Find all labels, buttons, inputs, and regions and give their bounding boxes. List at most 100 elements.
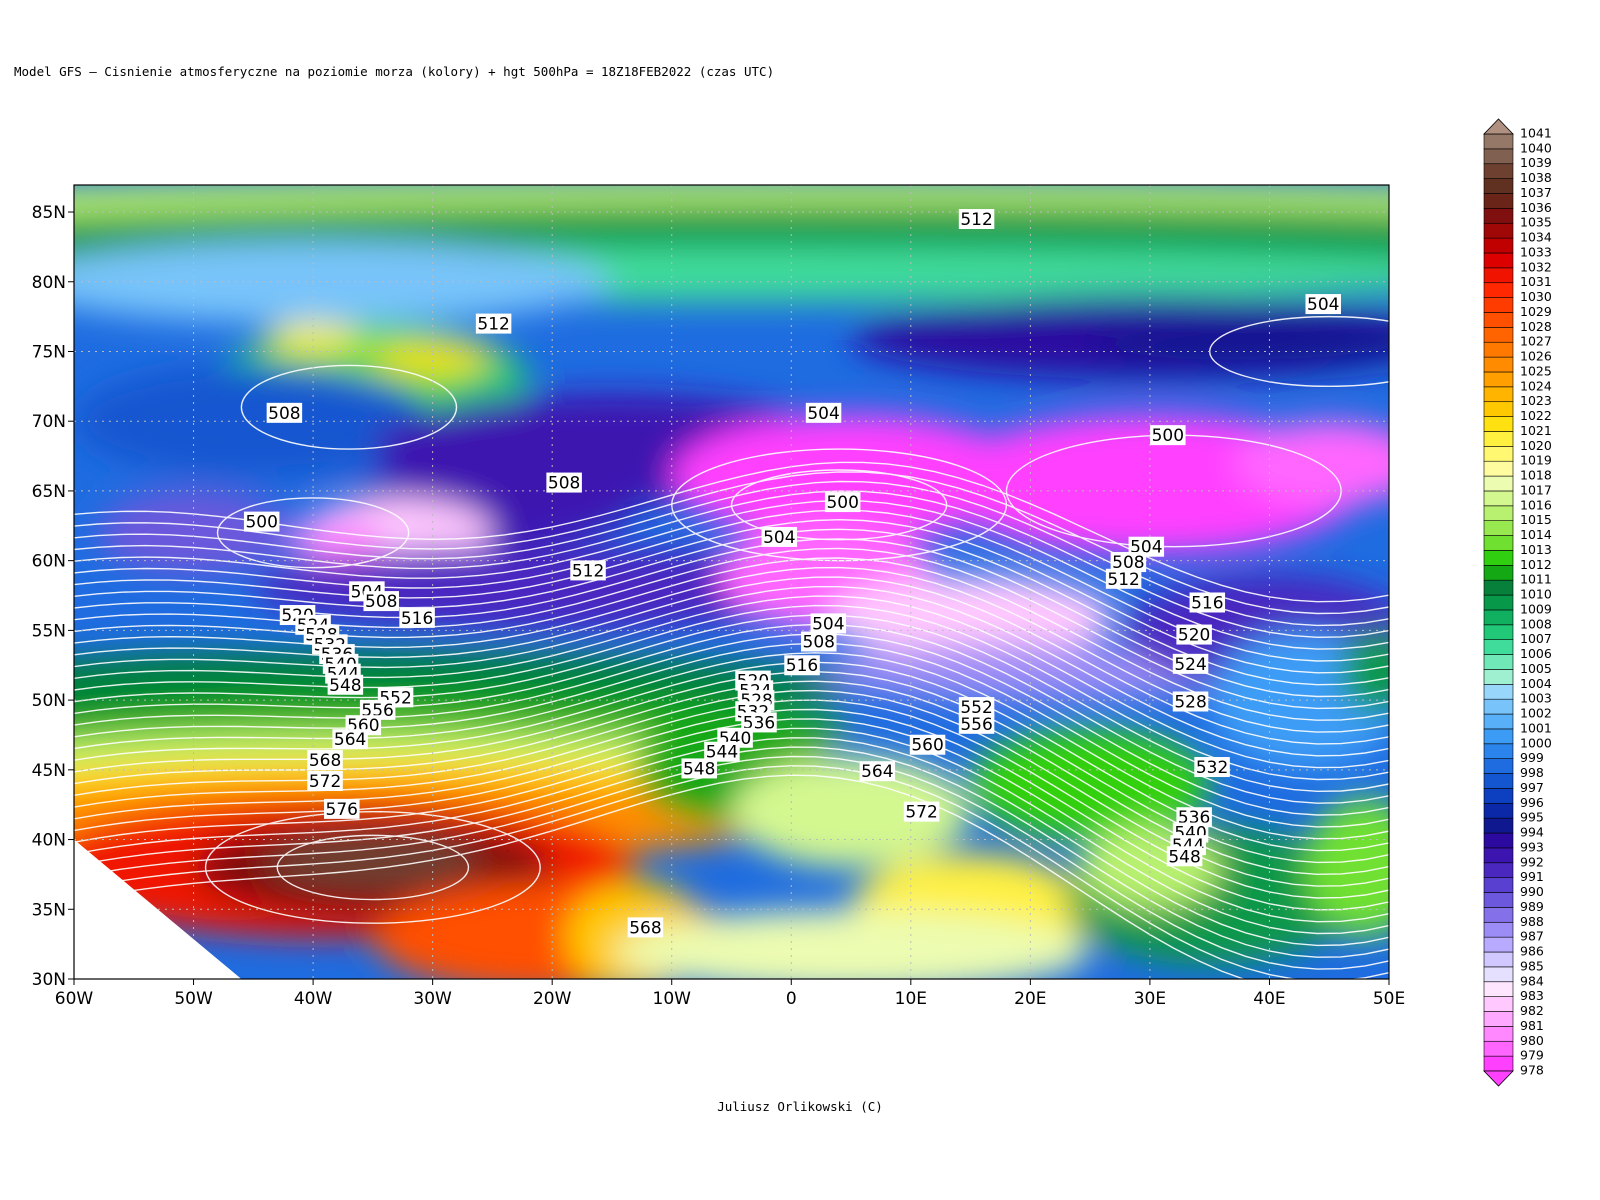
contour-line [74,614,1389,793]
colorbar-box [1483,327,1514,343]
colorbar-label: 1029 [1520,304,1552,319]
footer: Juliusz Orlikowski (C) [717,1099,883,1114]
contour-line [74,480,1389,627]
contour-label: 524 [1174,655,1206,675]
lon-label: 30W [413,989,452,1009]
contour-label-bg [266,402,303,423]
lat-label: 45N [32,761,66,781]
colorbar-box [1483,565,1514,581]
contour-line [74,528,1389,686]
colorbar-box [1483,312,1514,328]
colorbar-label: 996 [1520,795,1544,810]
contour-label-bg [1166,846,1203,867]
contour-label: 572 [905,803,937,823]
contour-label-bg [359,699,396,720]
colorbar-box [1483,936,1514,953]
contour-label: 508 [268,404,300,424]
axes: 30N 35N 40N 45N 50N 55N 60N 65N 70N 75N 80N 85N 60W 5… [32,203,1406,1009]
field-blob [970,727,1210,840]
contour-label: 504 [763,528,795,548]
contour-label-bg [1189,592,1226,613]
contour-label: 500 [826,493,858,513]
colorbar-label: 1004 [1520,676,1552,691]
contour-label-bg [1128,536,1165,557]
colorbar-box [1483,921,1514,938]
colorbar-box [1483,208,1514,224]
contour-line [74,642,1389,828]
colorbar-box [1483,609,1514,626]
contour-label: 560 [911,736,943,756]
contour-line [74,623,1389,804]
lat-label: 35N [32,900,66,920]
contour-label-bg [627,917,664,938]
contour-label: 508 [803,633,835,653]
lon-label: 40W [294,989,333,1009]
lat-label: 30N [32,970,66,990]
lon-label: 50W [174,989,213,1009]
colorbar-label: 1018 [1520,468,1552,483]
colorbar-box [1483,178,1514,194]
contour-label: 512 [1107,570,1139,590]
contour-label-bg [1305,294,1341,315]
contour-line [74,604,1389,781]
colorbar-box [1483,1040,1514,1057]
field-blob [265,832,481,889]
field-blob [815,644,1246,701]
contour-label-bg [327,674,364,695]
colorbar-label: 987 [1520,929,1544,944]
contour-label-bg [307,750,343,771]
lat-label: 80N [32,273,66,293]
colorbar-label: 1011 [1520,572,1552,587]
colorbar-box [1483,371,1514,388]
colorbar-label: 982 [1520,1003,1544,1018]
contour-line [74,595,1389,769]
contour-label: 544 [706,743,738,763]
contour-label-bg [741,712,777,733]
colorbar-box [1483,401,1514,417]
colorbar-box [1483,460,1514,477]
colorbar-label: 994 [1520,825,1544,840]
contour-label-bg [570,560,606,581]
field-blob [612,909,1090,979]
colorbar-label: 1036 [1520,200,1552,215]
contour-label-bg [958,208,995,229]
colorbar-label: 979 [1520,1048,1544,1063]
colorbar-label: 999 [1520,750,1544,765]
lon-label: 10W [653,989,692,1009]
contour-label: 556 [960,715,992,735]
contour-loop [671,448,1008,562]
contour-label: 516 [401,609,433,629]
colorbar-box [1483,520,1514,536]
lat-label: 70N [32,412,66,432]
lon-label: 50E [1373,989,1405,1009]
colorbar-box [1483,996,1514,1012]
colorbar-label: 1024 [1520,378,1552,393]
lon-label: 30E [1134,989,1166,1009]
contour-label: 564 [334,730,366,750]
contour-label-bg [307,770,343,791]
colorbar-label: 995 [1520,810,1544,825]
colorbar-label: 1027 [1520,334,1552,349]
colorbar-label: 984 [1520,973,1544,988]
contour-label-bg [1172,653,1209,674]
colorbar-label: 1009 [1520,601,1552,616]
colorbar-box [1483,490,1514,507]
contour-label-bg [1194,757,1230,778]
colorbar-label: 1019 [1520,453,1552,468]
contour-label: 548 [683,759,715,779]
contour-line [74,547,1389,710]
colorbar-box [1483,1055,1514,1072]
contour-label-bg [1172,691,1209,712]
colorbar-label: 980 [1520,1033,1544,1048]
contour-label: 564 [861,762,893,782]
colorbar-label: 1025 [1520,363,1552,378]
contour-label: 572 [309,772,341,792]
colorbar-box [1483,773,1514,789]
colorbar-box [1483,684,1514,700]
colorbar-label: 1034 [1520,230,1552,245]
colorbar-label: 1021 [1520,423,1552,438]
contour-label-bg [704,741,740,762]
contour-label: 512 [477,315,509,335]
contour-label-bg [859,761,896,782]
